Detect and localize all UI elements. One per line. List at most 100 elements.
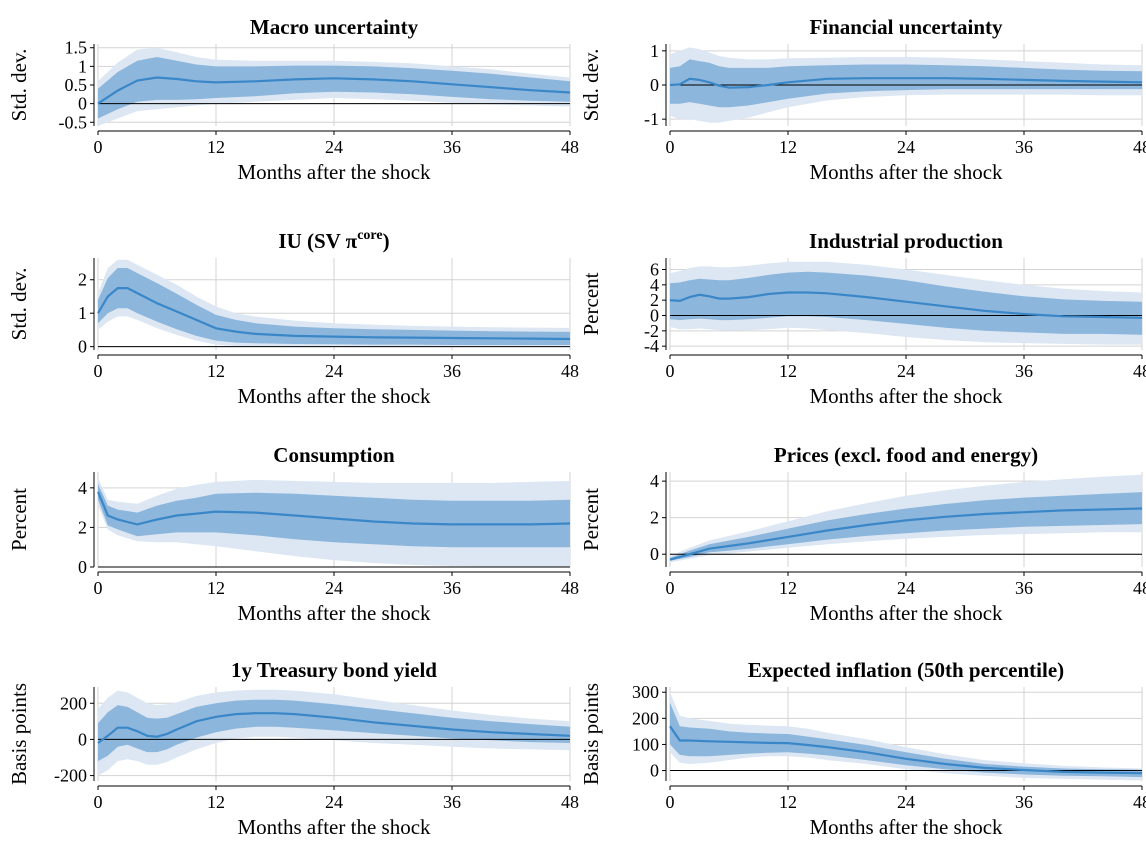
inner-confidence-band [98,57,570,119]
x-tick-label: 0 [94,578,103,598]
y-tick-label: 200 [60,693,87,713]
panel-title: Industrial production [809,229,1003,253]
y-tick-label: 200 [632,708,659,728]
x-tick-label: 0 [666,361,675,381]
y-axis-label: Std. dev. [579,49,603,122]
x-axis-label: Months after the shock [237,384,431,408]
x-tick-label: 24 [897,578,915,598]
y-tick-label: 0 [78,94,87,114]
y-axis-label: Percent [579,272,603,335]
x-axis-label: Months after the shock [237,601,431,625]
y-axis-label: Std. dev. [7,268,31,341]
x-tick-label: 48 [1133,792,1146,812]
x-tick-label: 0 [666,578,675,598]
median-response-line [96,491,571,526]
x-tick-label: 0 [666,137,675,157]
x-tick-label: 36 [1015,137,1033,157]
x-axis-label: Months after the shock [809,601,1003,625]
x-tick-label: 12 [207,792,225,812]
x-tick-label: 24 [897,792,915,812]
x-tick-label: 36 [443,792,461,812]
x-tick-label: 36 [1015,792,1033,812]
panel-2: Financial uncertainty 0 12 24 36 48 1 0 -1 Months… [579,15,1146,184]
x-axis-label: Months after the shock [809,160,1003,184]
inner-confidence-band [670,492,1142,561]
y-tick-label: 0 [650,75,659,95]
x-tick-label: 48 [561,137,579,157]
median-response-line [97,712,571,744]
panel-title: Prices (excl. food and energy) [774,443,1038,467]
x-tick-label: 0 [666,792,675,812]
y-tick-label: 1.5 [65,38,88,58]
y-tick-label: 4 [650,275,659,295]
y-tick-label: 0 [650,761,659,781]
panel-6: Prices (excl. food and energy) 0 12 24 36 48 4… [579,443,1146,625]
median-response-line [669,77,1143,89]
x-tick-label: 0 [94,792,103,812]
x-tick-label: 48 [1133,137,1146,157]
x-axis-label: Months after the shock [237,815,431,839]
y-axis-label: Basis points [579,683,603,785]
y-tick-label: 4 [650,471,659,491]
panel-title: IU (SV πcore) [278,228,389,253]
panel-title-close: ) [383,229,390,253]
x-tick-label: 0 [94,361,103,381]
inner-confidence-band [98,483,570,548]
median-response-line [669,725,1143,775]
x-tick-label: 0 [94,137,103,157]
median-response-line [669,291,1143,319]
panel-5: Consumption 0 12 24 36 48 4 2 0 Months after the … [7,443,579,625]
x-tick-label: 48 [561,792,579,812]
x-tick-label: 36 [443,361,461,381]
x-tick-label: 12 [207,361,225,381]
y-tick-label: 2 [650,290,659,310]
y-tick-label: -0.5 [59,112,88,132]
panel-title: Financial uncertainty [809,15,1003,39]
y-axis-label: Percent [579,488,603,551]
x-tick-label: 48 [1133,578,1146,598]
x-tick-label: 12 [779,792,797,812]
y-tick-label: 1 [78,56,87,76]
x-axis-label: Months after the shock [809,815,1003,839]
y-axis-label: Percent [7,488,31,551]
y-tick-label: 4 [78,478,87,498]
y-tick-label: -4 [644,336,659,356]
panel-title: Expected inflation (50th percentile) [748,658,1064,682]
x-tick-label: 36 [1015,361,1033,381]
y-tick-label: -200 [54,766,87,786]
x-tick-label: 48 [1133,361,1146,381]
x-tick-label: 48 [561,361,579,381]
median-response-line [97,76,571,105]
panel-3: IU (SV πcore) 0 12 24 36 48 2 1 0 Months after th… [7,228,579,408]
y-tick-label: 2 [78,270,87,290]
panel-title-superscript: core [357,228,382,243]
inner-confidence-band [670,702,1142,778]
x-tick-label: 24 [897,361,915,381]
y-tick-label: 2 [78,517,87,537]
y-tick-label: 300 [632,682,659,702]
y-tick-label: 0 [650,544,659,564]
x-axis-label: Months after the shock [809,384,1003,408]
median-response-line [97,287,571,341]
y-tick-label: 6 [650,260,659,280]
panel-7: 1y Treasury bond yield 0 12 24 36 48 200 0 -200 M… [7,658,579,839]
y-axis-label: Std. dev. [7,49,31,122]
inner-confidence-band [670,271,1142,335]
y-tick-label: 2 [650,508,659,528]
panel-title: Consumption [273,443,395,467]
x-tick-label: 12 [779,578,797,598]
y-tick-label: 1 [650,41,659,61]
x-tick-label: 48 [561,578,579,598]
panel-title: Macro uncertainty [250,15,419,39]
y-tick-label: -1 [644,109,659,129]
panel-title: 1y Treasury bond yield [231,658,437,682]
y-tick-label: 1 [78,303,87,323]
x-axis-label: Months after the shock [237,160,431,184]
y-tick-label: 0 [650,306,659,326]
median-response-line [669,507,1143,561]
panel-8: Expected inflation (50th percentile) 0 12 2… [579,658,1146,839]
y-tick-label: -2 [644,321,659,341]
y-tick-label: 0.5 [65,75,88,95]
